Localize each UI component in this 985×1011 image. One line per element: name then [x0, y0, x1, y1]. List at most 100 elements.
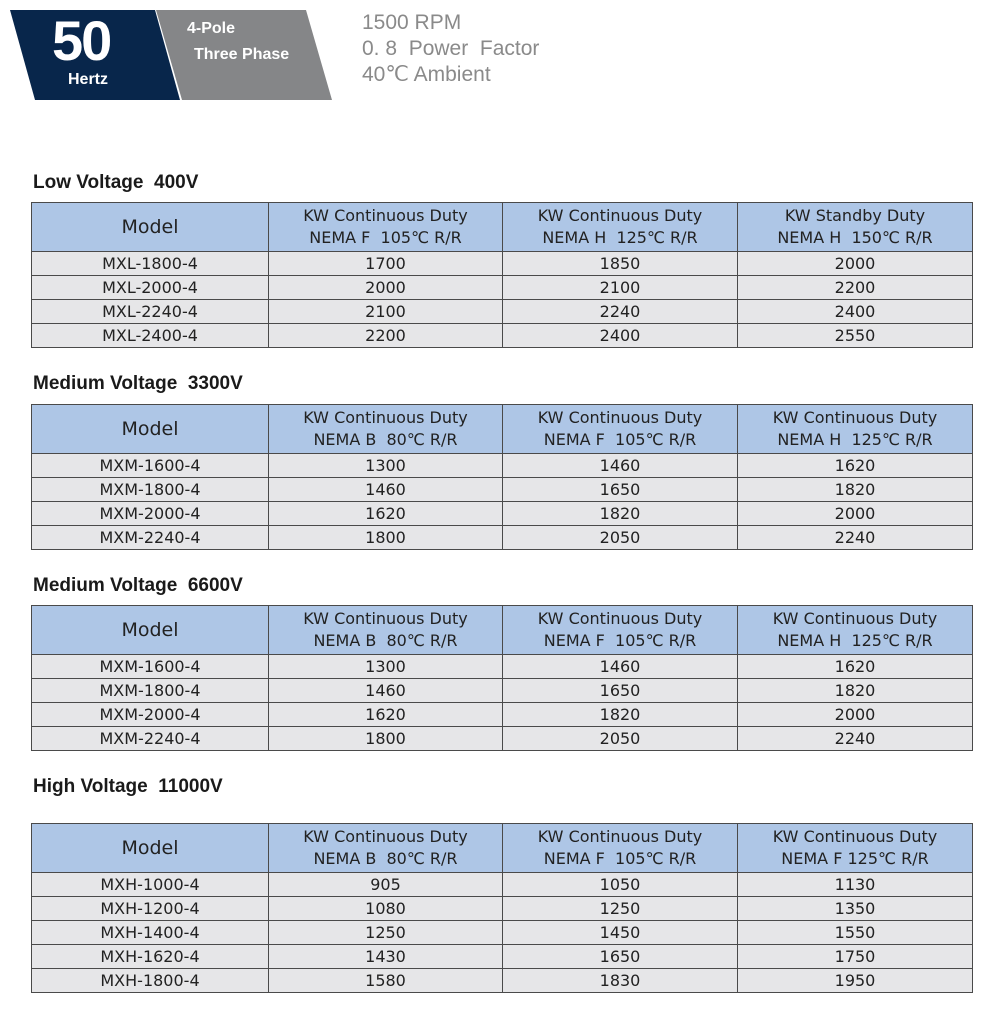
- rating-table: Model KW Continuous Duty NEMA B 80℃ R/R KW …: [31, 823, 973, 993]
- kw-cell: 1250: [502, 896, 738, 921]
- kw-cell: 1620: [268, 702, 503, 727]
- header-line: NEMA F 125℃ R/R: [781, 849, 929, 868]
- header-line: KW Continuous Duty: [772, 827, 938, 846]
- kw-cell: 2050: [502, 525, 738, 550]
- kw-cell: 905: [268, 872, 503, 897]
- kw-cell: 1350: [737, 896, 973, 921]
- spec-power-factor: 0. 8 Power Factor: [362, 37, 540, 60]
- table-row: MXM-1800-4 1460 1650 1820: [31, 477, 973, 502]
- kw-cell: 1620: [268, 501, 503, 526]
- header-line: KW Standby Duty: [784, 206, 926, 225]
- table-row: MXM-2000-4 1620 1820 2000: [31, 702, 973, 727]
- kw-cell: 2000: [737, 702, 973, 727]
- header-line: NEMA H 125℃ R/R: [777, 631, 933, 650]
- kw-cell: 2200: [737, 275, 973, 300]
- table-row: MXL-2400-4 2200 2400 2550: [31, 323, 973, 348]
- kw-cell: 1820: [737, 477, 973, 502]
- kw-cell: 1800: [268, 726, 503, 751]
- header-line: KW Continuous Duty: [303, 827, 468, 846]
- header-line: NEMA H 125℃ R/R: [777, 430, 933, 449]
- kw-cell: 2000: [737, 501, 973, 526]
- header-line: NEMA H 125℃ R/R: [542, 228, 698, 247]
- header-line: NEMA F 105℃ R/R: [543, 430, 697, 449]
- header-line: NEMA B 80℃ R/R: [313, 631, 458, 650]
- kw-cell: 1460: [502, 654, 738, 679]
- model-cell: MXH-1000-4: [31, 872, 269, 897]
- table-row: MXM-2240-4 1800 2050 2240: [31, 525, 973, 550]
- kw-cell: 2550: [737, 323, 973, 348]
- frequency-badge: [10, 10, 180, 100]
- kw-cell: 2400: [502, 323, 738, 348]
- kw-cell: 1460: [268, 678, 503, 703]
- kw-cell: 1080: [268, 896, 503, 921]
- kw-cell: 1300: [268, 654, 503, 679]
- pole-phase-badge: [156, 10, 332, 100]
- header-line: KW Continuous Duty: [537, 408, 703, 427]
- table-row: MXM-2000-4 1620 1820 2000: [31, 501, 973, 526]
- model-cell: MXM-2240-4: [31, 726, 269, 751]
- frequency-unit: Hertz: [68, 71, 109, 88]
- model-cell: MXM-1600-4: [31, 453, 269, 478]
- column-header: KW Standby Duty NEMA H 150℃ R/R: [737, 202, 973, 252]
- header-line: KW Continuous Duty: [772, 609, 938, 628]
- header-line: NEMA H 150℃ R/R: [777, 228, 933, 247]
- table-row: MXM-1800-4 1460 1650 1820: [31, 678, 973, 703]
- table-row: MXL-2240-4 2100 2240 2400: [31, 299, 973, 324]
- kw-cell: 1950: [737, 968, 973, 993]
- section-title: Medium Voltage 3300V: [33, 373, 243, 394]
- table-row: MXM-1600-4 1300 1460 1620: [31, 453, 973, 478]
- column-header: Model: [31, 404, 269, 454]
- header-line: NEMA F 105℃ R/R: [309, 228, 462, 247]
- header-line: KW Continuous Duty: [537, 827, 703, 846]
- header-line: NEMA B 80℃ R/R: [313, 430, 458, 449]
- model-cell: MXM-1800-4: [31, 477, 269, 502]
- section-title: Medium Voltage 6600V: [33, 575, 243, 596]
- column-header: KW Continuous Duty NEMA F 105℃ R/R: [268, 202, 503, 252]
- header-line: Model: [121, 216, 179, 238]
- rating-table: Model KW Continuous Duty NEMA B 80℃ R/R KW …: [31, 605, 973, 751]
- column-header: KW Continuous Duty NEMA B 80℃ R/R: [268, 823, 503, 873]
- kw-cell: 2050: [502, 726, 738, 751]
- header-line: KW Continuous Duty: [772, 408, 938, 427]
- kw-cell: 2400: [737, 299, 973, 324]
- kw-cell: 2100: [268, 299, 503, 324]
- header-row: Model KW Continuous Duty NEMA B 80℃ R/R KW …: [31, 404, 973, 454]
- rating-table: Model KW Continuous Duty NEMA F 105℃ R/R KW…: [31, 202, 973, 348]
- column-header: KW Continuous Duty NEMA F 105℃ R/R: [502, 605, 738, 655]
- kw-cell: 1750: [737, 944, 973, 969]
- kw-cell: 2240: [737, 726, 973, 751]
- column-header: KW Continuous Duty NEMA F 105℃ R/R: [502, 823, 738, 873]
- kw-cell: 2200: [268, 323, 503, 348]
- kw-cell: 1700: [268, 251, 503, 276]
- table-row: MXM-2240-4 1800 2050 2240: [31, 726, 973, 751]
- kw-cell: 1550: [737, 920, 973, 945]
- poles-label: 4-Pole: [187, 20, 236, 37]
- model-cell: MXM-2000-4: [31, 702, 269, 727]
- kw-cell: 1620: [737, 453, 973, 478]
- kw-cell: 2100: [502, 275, 738, 300]
- phase-label: Three Phase: [194, 46, 290, 63]
- column-header: KW Continuous Duty NEMA B 80℃ R/R: [268, 605, 503, 655]
- model-cell: MXL-2400-4: [31, 323, 269, 348]
- table-row: MXL-1800-4 1700 1850 2000: [31, 251, 973, 276]
- kw-cell: 1850: [502, 251, 738, 276]
- kw-cell: 1800: [268, 525, 503, 550]
- section-title: Low Voltage 400V: [33, 172, 199, 193]
- kw-cell: 2000: [268, 275, 503, 300]
- header-line: KW Continuous Duty: [303, 408, 468, 427]
- header-row: Model KW Continuous Duty NEMA B 80℃ R/R KW …: [31, 823, 973, 873]
- section-title: High Voltage 11000V: [33, 776, 223, 797]
- model-cell: MXM-2240-4: [31, 525, 269, 550]
- header-line: NEMA F 105℃ R/R: [543, 849, 697, 868]
- header-line: KW Continuous Duty: [303, 609, 468, 628]
- kw-cell: 1460: [268, 477, 503, 502]
- header-row: Model KW Continuous Duty NEMA F 105℃ R/R KW…: [31, 202, 973, 252]
- header-line: Model: [121, 418, 179, 440]
- model-cell: MXL-2000-4: [31, 275, 269, 300]
- kw-cell: 1300: [268, 453, 503, 478]
- column-header: Model: [31, 202, 269, 252]
- kw-cell: 1650: [502, 944, 738, 969]
- column-header: Model: [31, 605, 269, 655]
- spec-rpm: 1500 RPM: [362, 11, 462, 34]
- kw-cell: 1650: [502, 678, 738, 703]
